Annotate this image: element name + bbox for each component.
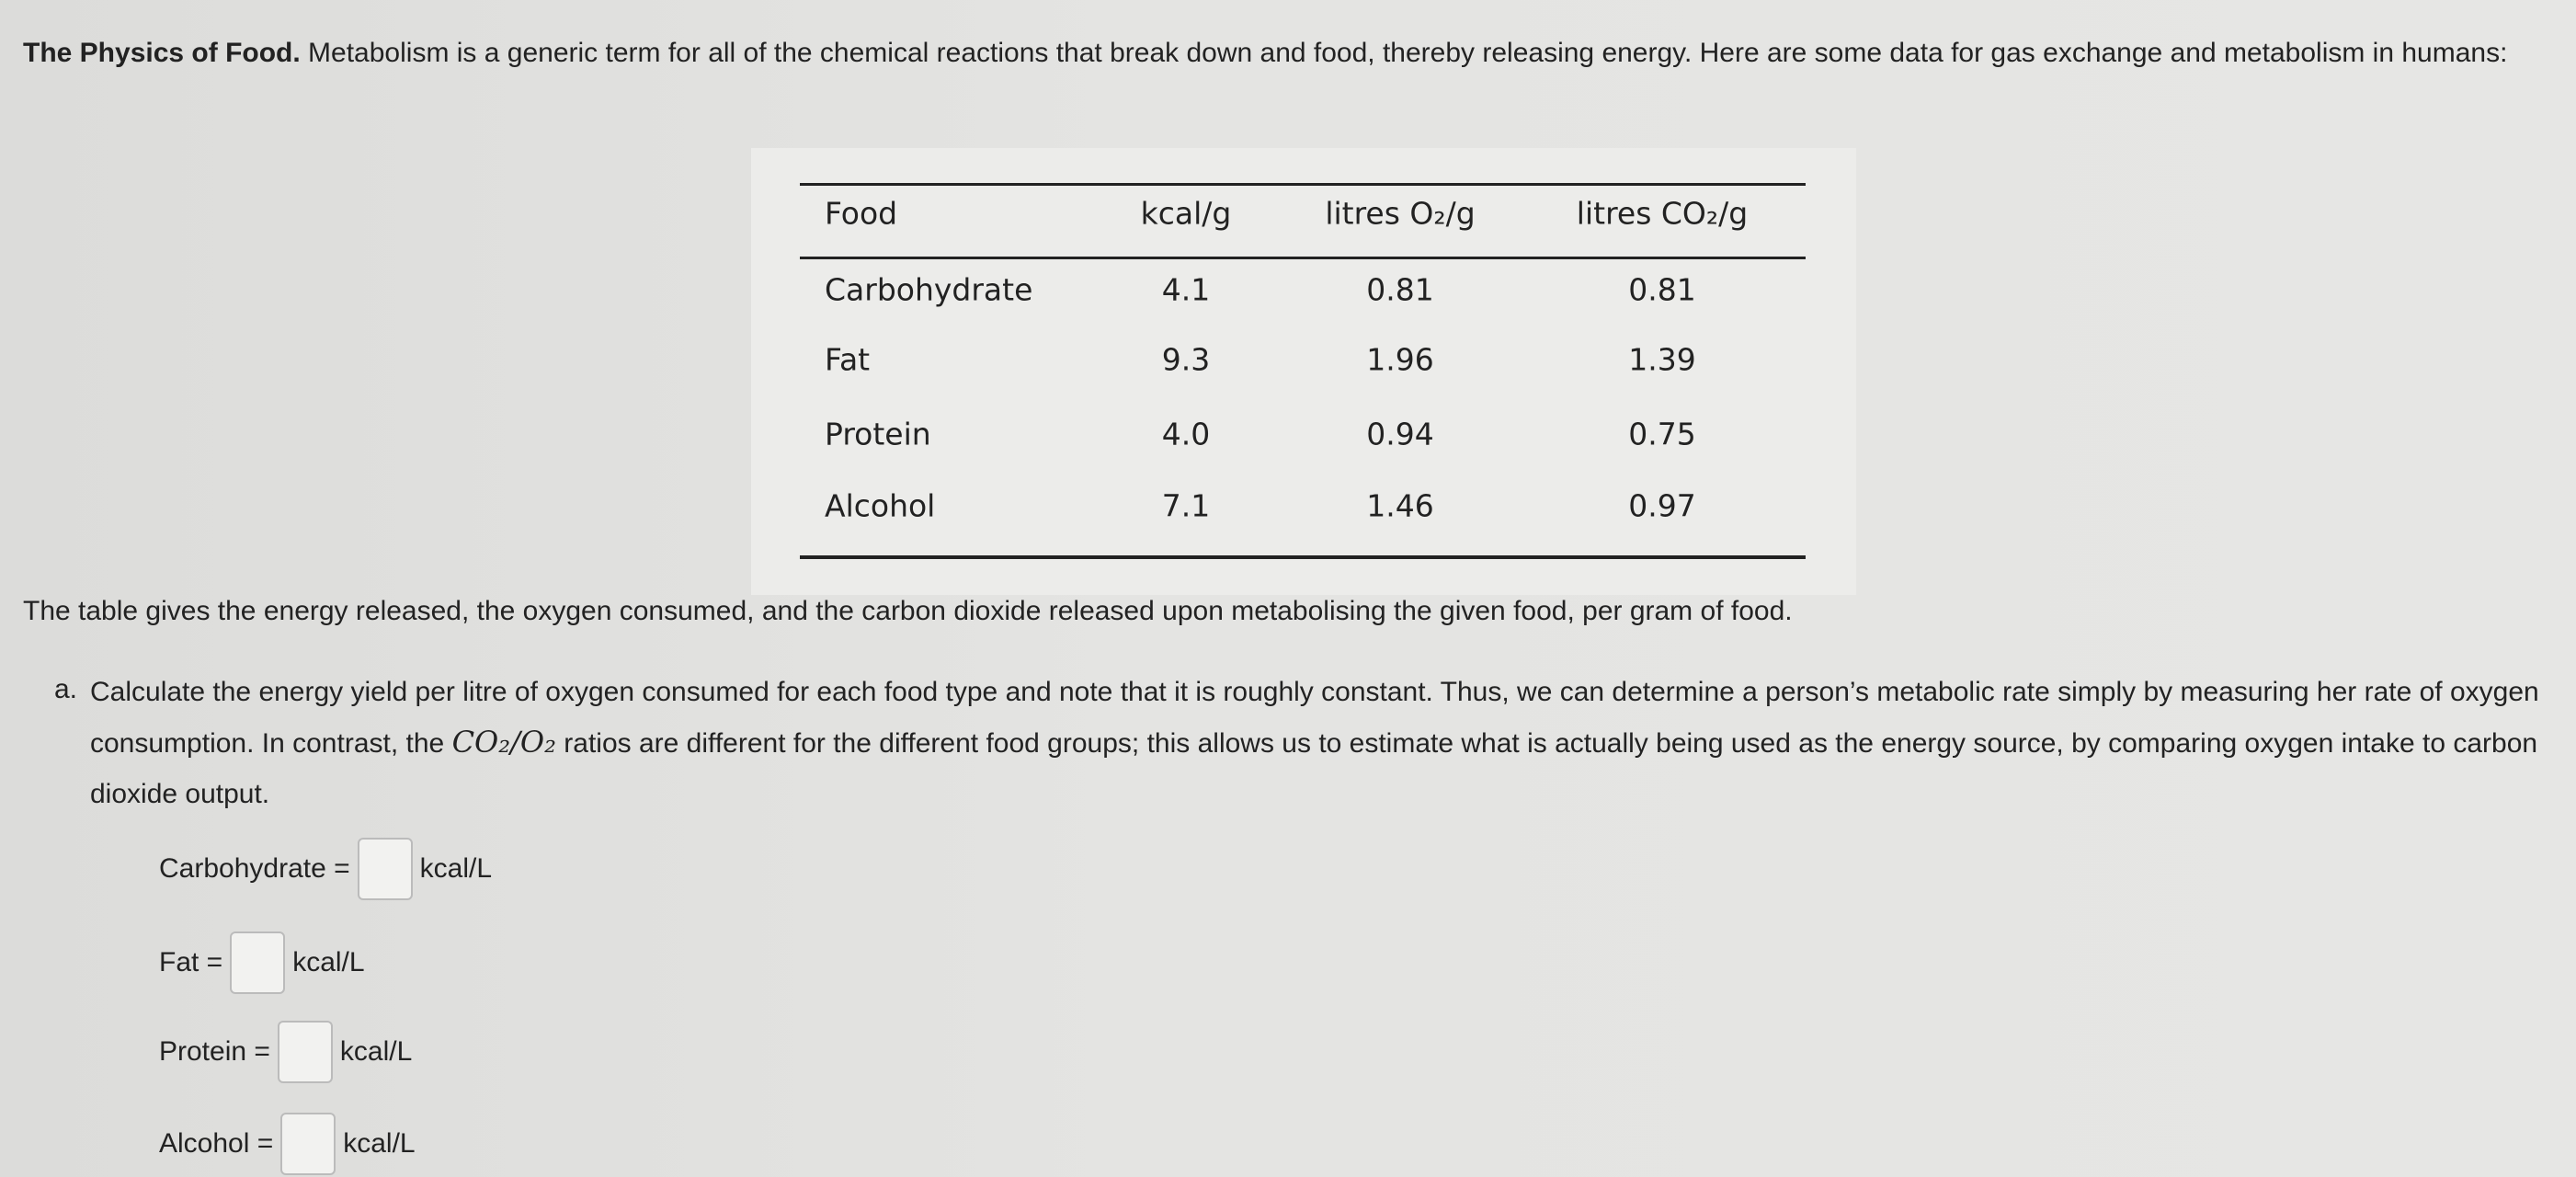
table-cell: 0.75 <box>1628 416 1696 452</box>
table-cell: 0.94 <box>1366 416 1434 452</box>
question-text: Calculate the energy yield per litre of … <box>90 667 2554 819</box>
table <box>751 148 1856 595</box>
answer-label: Protein = <box>159 1036 270 1067</box>
question-label: a. <box>54 674 78 704</box>
answer-unit: kcal/L <box>292 947 365 977</box>
answer-row: Protein = kcal/L <box>159 1021 412 1083</box>
answer-unit: kcal/L <box>343 1128 416 1159</box>
math: CO₂/O₂ <box>451 725 556 760</box>
table-cell: 1.46 <box>1366 487 1434 524</box>
intro-title: The Physics of Food. <box>23 38 301 68</box>
intro: The Physics of Food. Metabolism is a gen… <box>23 29 2542 77</box>
table-header: litres O₂/g <box>1325 195 1476 232</box>
answer-input[interactable] <box>230 931 286 994</box>
table-cell: 0.97 <box>1628 487 1696 524</box>
table-cell: Alcohol <box>825 487 936 524</box>
intro-text: Metabolism is a generic term for all of … <box>308 38 2508 68</box>
answer-unit: kcal/L <box>339 1036 413 1067</box>
table-cell: 9.3 <box>1161 341 1211 378</box>
table-rule <box>800 183 1806 186</box>
question-text: Calculate the energy yield per litre of … <box>90 677 2539 759</box>
table-cell: 7.1 <box>1161 487 1211 524</box>
description: The table gives the energy released, the… <box>23 596 1793 626</box>
answer-row: Carbohydrate = kcal/L <box>159 838 492 900</box>
table-cell: Protein <box>825 416 931 452</box>
table-cell: 1.96 <box>1366 341 1434 378</box>
table-cell: 0.81 <box>1366 271 1434 308</box>
table-rule <box>800 257 1806 259</box>
table-cell: Carbohydrate <box>825 271 1033 308</box>
question-text: ratios are different for the different f… <box>90 728 2538 809</box>
table-rule <box>800 555 1806 559</box>
answer-label: Carbohydrate = <box>159 853 350 884</box>
table-header: litres CO₂/g <box>1576 195 1749 232</box>
answer-label: Alcohol = <box>159 1128 274 1159</box>
answer-input[interactable] <box>277 1021 333 1083</box>
answer-input[interactable] <box>357 838 413 900</box>
table-header: kcal/g <box>1140 195 1232 232</box>
answer-unit: kcal/L <box>419 853 493 884</box>
table-cell: 0.81 <box>1628 271 1696 308</box>
table-cell: 4.0 <box>1161 416 1211 452</box>
table-cell: Fat <box>825 341 871 378</box>
answer-row: Alcohol = kcal/L <box>159 1113 416 1175</box>
answer-row: Fat = kcal/L <box>159 931 365 994</box>
answer-input[interactable] <box>280 1113 336 1175</box>
answer-label: Fat = <box>159 947 223 977</box>
table-cell: 1.39 <box>1628 341 1696 378</box>
table-cell: 4.1 <box>1161 271 1211 308</box>
table-header: Food <box>825 195 898 232</box>
